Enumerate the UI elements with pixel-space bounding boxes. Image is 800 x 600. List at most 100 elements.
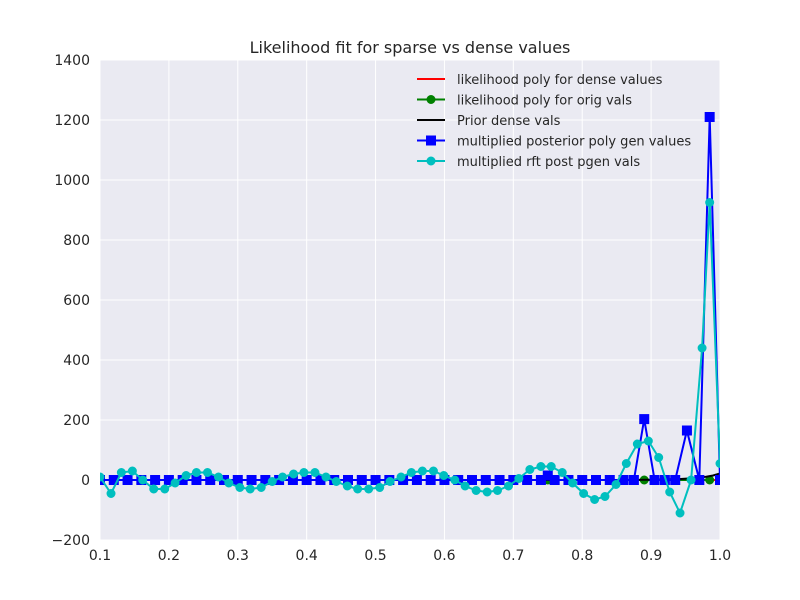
y-tick-label: 200 (63, 413, 90, 429)
data-point (342, 481, 352, 491)
data-point (492, 486, 502, 495)
legend-label: multiplied posterior poly gen values (457, 135, 691, 150)
series-3 (100, 112, 720, 485)
y-tick-label: 600 (63, 293, 90, 309)
data-point (670, 475, 681, 485)
data-point (417, 466, 427, 476)
legend-marker (426, 156, 436, 166)
y-tick-label: 1200 (54, 113, 90, 129)
data-point (149, 484, 159, 494)
data-point (150, 475, 161, 485)
data-point (170, 478, 180, 488)
y-tick-label: 1000 (54, 173, 90, 189)
x-tick-label: 0.1 (89, 548, 111, 564)
data-point (127, 466, 137, 476)
data-point (100, 472, 105, 482)
data-point (568, 478, 578, 488)
data-point (611, 480, 621, 489)
data-point (628, 475, 639, 485)
data-point (600, 492, 610, 501)
data-point (321, 472, 331, 482)
legend-item: Prior dense vals (417, 114, 561, 129)
x-tick-label: 0.9 (640, 548, 662, 564)
data-point (715, 475, 720, 485)
legend-label: multiplied rft post pgen vals (457, 155, 640, 170)
data-point (480, 475, 491, 485)
data-point (122, 475, 133, 485)
data-point (649, 475, 660, 485)
data-point (546, 462, 556, 471)
legend-item: multiplied posterior poly gen values (417, 135, 691, 150)
data-point (460, 481, 470, 491)
data-point (705, 198, 715, 207)
data-point (639, 414, 650, 425)
data-point (686, 475, 696, 485)
y-tick-label: 400 (63, 353, 90, 369)
x-tick-label: 0.3 (227, 548, 249, 564)
data-point (697, 343, 707, 353)
data-point (428, 466, 438, 476)
data-point (681, 425, 692, 436)
data-point (439, 471, 449, 480)
data-point (246, 475, 257, 485)
data-point (579, 489, 589, 498)
grid (99, 59, 721, 541)
data-point (356, 475, 367, 485)
data-point (632, 439, 642, 449)
data-point (482, 487, 492, 497)
data-point (549, 475, 560, 485)
x-tick-label: 0.5 (364, 548, 386, 564)
data-point (116, 468, 126, 477)
data-point (160, 484, 170, 494)
legend-item: likelihood poly for dense values (417, 73, 663, 88)
data-point (406, 468, 416, 477)
data-point (299, 468, 309, 477)
data-point (665, 487, 675, 497)
data-point (621, 459, 631, 468)
data-point (590, 495, 600, 504)
data-point (353, 484, 363, 494)
data-point (245, 484, 255, 494)
data-point (494, 475, 505, 485)
data-point (514, 474, 524, 483)
y-tick-label: 0 (81, 473, 90, 489)
y-tick-label: −200 (52, 533, 90, 549)
data-point (522, 475, 533, 485)
data-point (202, 468, 212, 477)
data-point (267, 477, 277, 486)
x-tick-label: 0.8 (571, 548, 593, 564)
data-point (604, 475, 615, 485)
data-point (278, 472, 288, 482)
data-point (181, 471, 191, 480)
data-point (715, 459, 720, 468)
data-point (364, 484, 374, 494)
plot-area (100, 112, 720, 518)
x-tick-label: 1.0 (709, 548, 731, 564)
data-point (471, 486, 481, 495)
y-tick-label: 800 (63, 233, 90, 249)
series-layer (100, 112, 720, 518)
data-point (591, 475, 601, 485)
legend-label: Prior dense vals (457, 114, 561, 129)
data-point (191, 468, 201, 477)
data-point (106, 489, 116, 498)
legend-marker (426, 135, 436, 146)
data-point (331, 477, 341, 486)
data-point (256, 483, 266, 492)
data-point (536, 462, 546, 471)
data-point (643, 436, 653, 446)
data-point (704, 112, 715, 122)
data-point (289, 469, 299, 479)
x-tick-label: 0.2 (158, 548, 180, 564)
data-point (694, 475, 705, 485)
data-point (138, 475, 148, 485)
data-point (557, 468, 567, 477)
legend-item: multiplied rft post pgen vals (417, 155, 640, 170)
data-point (425, 475, 436, 485)
legend-label: likelihood poly for dense values (457, 73, 663, 88)
y-tick-label: 1400 (54, 53, 90, 69)
data-point (385, 477, 395, 486)
data-point (450, 475, 460, 485)
data-point (467, 475, 477, 485)
